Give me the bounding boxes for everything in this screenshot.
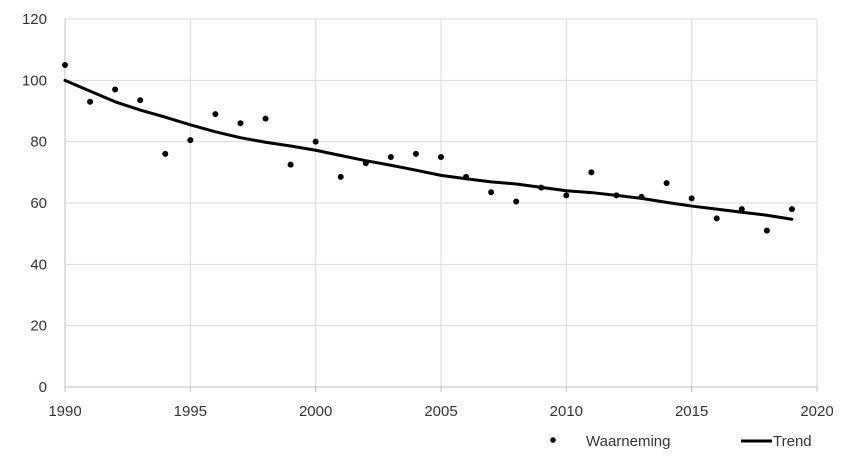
observation-point xyxy=(212,111,219,118)
y-tick-label: 120 xyxy=(22,11,47,28)
legend-label-observation: Waarneming xyxy=(586,433,670,450)
x-tick-labels: 1990 1995 2000 2005 2010 2015 2020 xyxy=(48,403,833,420)
gridlines xyxy=(65,18,818,387)
x-tick-label: 1995 xyxy=(174,403,207,420)
observation-point xyxy=(638,193,645,200)
observation-point xyxy=(763,227,770,234)
observation-point xyxy=(563,192,570,199)
y-tick-labels: 0 20 40 60 80 100 120 xyxy=(22,11,47,396)
observation-point xyxy=(438,154,444,160)
observation-point xyxy=(162,150,169,157)
observation-point xyxy=(688,195,695,202)
observation-point xyxy=(187,137,194,144)
legend: Waarneming Trend xyxy=(550,433,812,450)
x-tick-label: 1990 xyxy=(48,403,81,420)
observation-point xyxy=(262,115,269,122)
y-tick-label: 20 xyxy=(30,318,47,335)
observation-point xyxy=(362,160,369,167)
legend-label-trend: Trend xyxy=(773,433,812,450)
observation-point xyxy=(337,173,344,180)
y-tick-label: 0 xyxy=(39,379,47,396)
observation-point xyxy=(713,215,720,222)
x-tick-label: 2015 xyxy=(675,403,708,420)
observation-point xyxy=(112,86,119,93)
observation-point xyxy=(513,198,520,205)
observation-point xyxy=(87,98,94,105)
legend-marker-observation xyxy=(550,437,556,443)
observation-point xyxy=(538,184,545,191)
x-tick-label: 2005 xyxy=(424,403,457,420)
observation-point xyxy=(663,180,670,187)
x-tick-label: 2010 xyxy=(550,403,583,420)
y-tick-label: 60 xyxy=(30,195,47,212)
observation-point xyxy=(488,189,495,196)
observation-point xyxy=(463,173,470,180)
y-tick-label: 100 xyxy=(22,72,47,89)
observation-point xyxy=(412,150,419,157)
trend-series xyxy=(63,78,794,221)
observation-point xyxy=(237,120,244,127)
observation-point xyxy=(287,161,294,168)
observation-point xyxy=(788,206,795,213)
observation-point xyxy=(137,97,144,104)
observation-series xyxy=(62,62,795,234)
observation-point xyxy=(62,62,68,68)
x-tick-label: 2020 xyxy=(800,403,833,420)
y-tick-label: 40 xyxy=(30,256,47,273)
trend-line xyxy=(63,78,794,221)
observation-point xyxy=(387,154,394,160)
observation-point xyxy=(613,192,620,199)
observation-point xyxy=(312,138,319,145)
observation-point xyxy=(738,206,745,213)
y-tick-label: 80 xyxy=(30,134,47,151)
observation-point xyxy=(588,169,595,176)
x-tick-label: 2000 xyxy=(299,403,332,420)
